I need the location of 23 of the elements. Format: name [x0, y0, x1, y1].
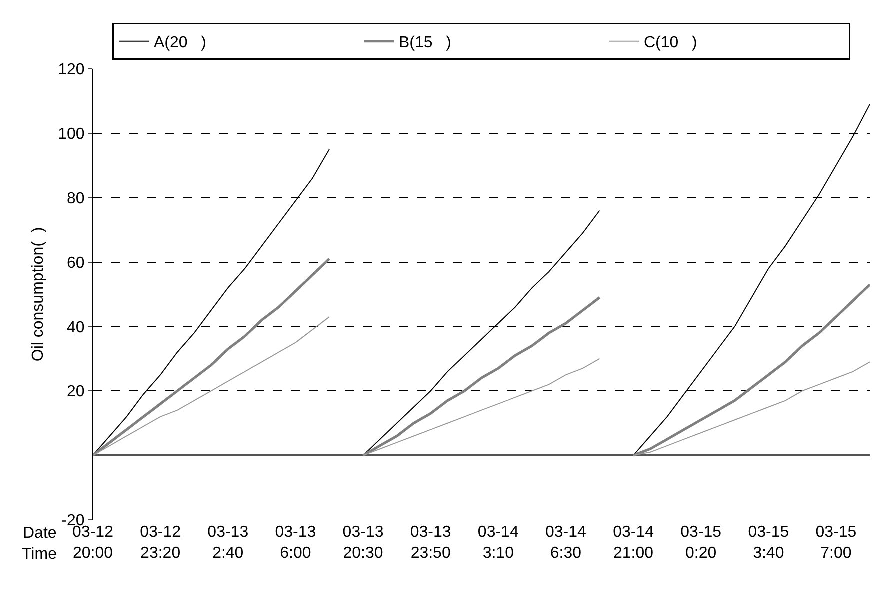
text: Date [23, 525, 57, 542]
y-tick-label: 80 [67, 190, 85, 208]
y-tick-label: 60 [67, 254, 85, 272]
x-tick-label: 03-13 6:00 [275, 524, 316, 562]
x-tick-label: 03-14 21:00 [613, 524, 654, 562]
y-tick-label: 120 [58, 62, 85, 79]
x-tick-label: 03-14 3:10 [478, 524, 519, 562]
x-tick-label: 03-15 3:40 [748, 524, 790, 562]
text: Time [22, 546, 58, 563]
y-axis-title: Oil consumption( ) [30, 227, 47, 362]
x-tick-label: 03-15 0:20 [680, 524, 722, 562]
x-tick-label: 03-15 7:00 [816, 524, 857, 562]
x-tick-label: 03-13 2:40 [208, 524, 249, 562]
y-tick-label: 20 [67, 384, 85, 401]
x-tick-label: 03-14 6:30 [546, 524, 587, 562]
y-tick-label: 40 [67, 319, 85, 336]
y-tick-label: 100 [58, 126, 85, 144]
x-tick-label: 03-13 23:50 [410, 524, 452, 562]
legend-label: B(15 ) [399, 34, 452, 52]
x-tick-label: 03-12 23:20 [140, 524, 182, 562]
legend-label: C(10 ) [644, 34, 698, 52]
x-tick-label: 03-13 20:30 [342, 524, 384, 562]
legend-label: A(20 ) [154, 34, 206, 52]
